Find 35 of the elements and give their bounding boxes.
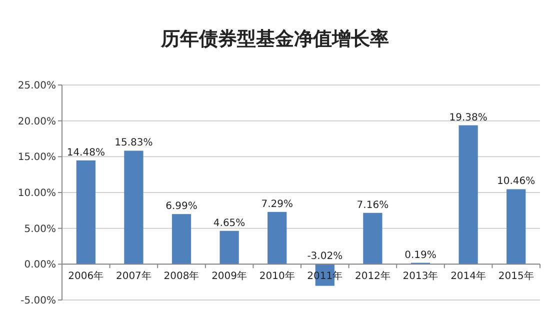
y-tick-label: -5.00% xyxy=(20,296,56,306)
x-tick-label: 2013年 xyxy=(402,270,438,282)
y-tick-label: 5.00% xyxy=(24,224,56,235)
data-label: 15.83% xyxy=(114,138,153,149)
x-tick-label: 2009年 xyxy=(212,270,248,282)
data-label: 4.65% xyxy=(213,218,246,229)
y-tick-label: 0.00% xyxy=(24,260,56,271)
bar xyxy=(220,230,239,264)
bar xyxy=(76,160,96,264)
bar xyxy=(268,212,287,264)
x-tick-label: 2015年 xyxy=(498,270,534,282)
y-tick-label: 20.00% xyxy=(18,116,56,128)
bar xyxy=(458,125,478,264)
data-label: 0.19% xyxy=(404,250,436,261)
bar xyxy=(363,212,382,264)
bar xyxy=(506,189,526,264)
x-tick-label: 2007年 xyxy=(116,270,152,282)
x-tick-label: 2006年 xyxy=(68,270,104,282)
data-label: 7.29% xyxy=(261,198,293,210)
data-label: 7.16% xyxy=(356,200,389,211)
x-tick-label: 2012年 xyxy=(354,270,390,282)
x-tick-label: 2010年 xyxy=(259,270,295,282)
y-tick-label: 10.00% xyxy=(18,188,56,199)
y-tick-label: 15.00% xyxy=(18,152,56,164)
bar xyxy=(172,214,192,264)
chart-title: 历年债券型基金净值增长率 xyxy=(160,28,389,50)
data-label: 19.38% xyxy=(449,112,488,124)
x-tick-label: 2008年 xyxy=(164,270,200,282)
data-label: 6.99% xyxy=(166,201,198,212)
x-tick-label: 2014年 xyxy=(450,270,486,282)
data-label: -3.02% xyxy=(307,251,343,262)
bar xyxy=(124,150,144,264)
data-label: 10.46% xyxy=(497,176,536,188)
data-label: 14.48% xyxy=(66,147,105,158)
y-tick-label: 25.00% xyxy=(18,80,56,92)
